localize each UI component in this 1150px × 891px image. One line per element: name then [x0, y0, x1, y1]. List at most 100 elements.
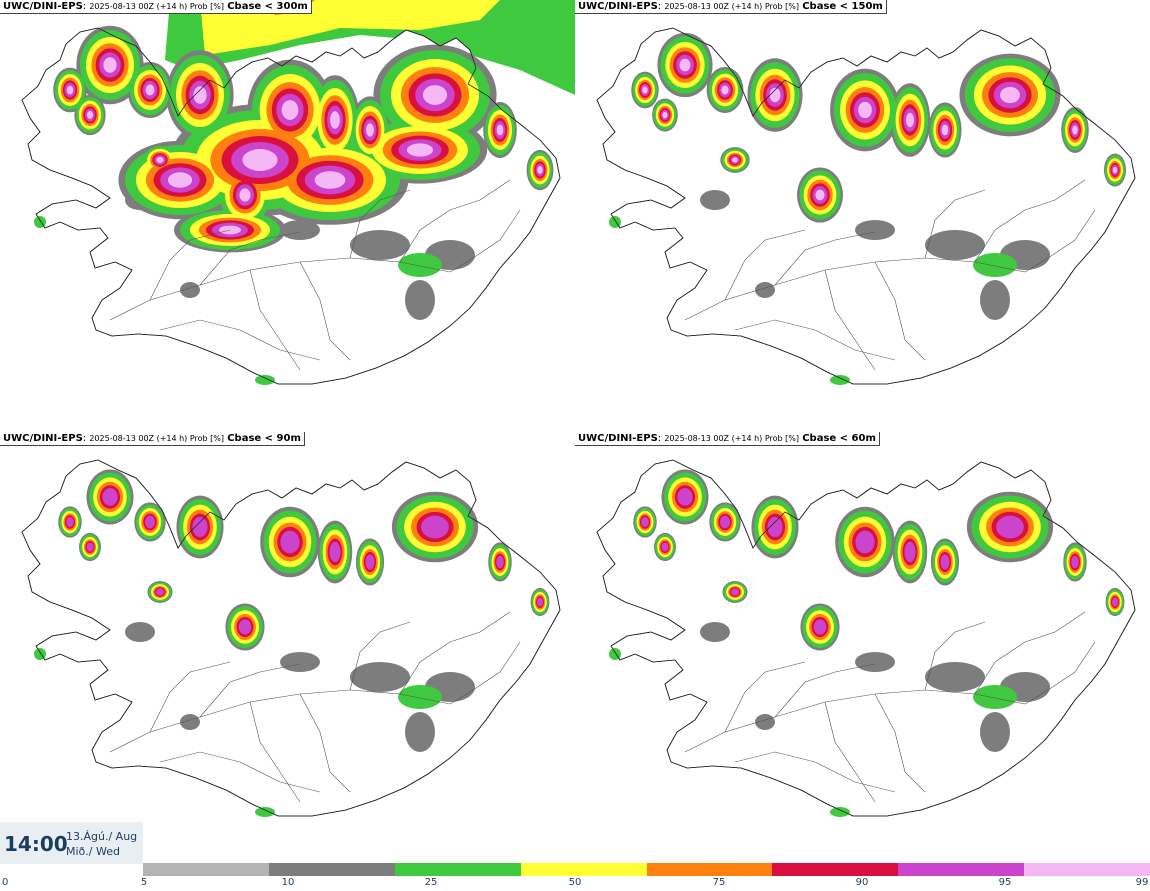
prob-region: [855, 530, 875, 554]
prob-region: [1072, 125, 1078, 135]
color-legend-bar: [143, 863, 1150, 876]
prob-region: [677, 488, 693, 506]
prob-region: [996, 515, 1024, 539]
boundary-line: [824, 701, 876, 803]
boundary-line: [109, 257, 451, 321]
legend-tick-label: 99: [1135, 877, 1149, 888]
boundary-line: [109, 689, 451, 753]
model-name: UWC/DINI-EPS: [578, 433, 658, 444]
prob-region: [769, 87, 781, 103]
prob-region: [66, 516, 74, 528]
prob-region: [238, 619, 252, 635]
prob-region: [281, 100, 299, 120]
boundary-line: [199, 663, 301, 718]
panel-header: UWC/DINI-EPS: 2025-08-13 00Z (+14 h) Pro…: [0, 432, 305, 446]
prob-region: [700, 622, 730, 642]
prob-region: [536, 597, 544, 607]
boundary-line: [159, 751, 321, 793]
prob-region: [365, 554, 375, 570]
prob-region: [855, 220, 895, 240]
boundary-line: [734, 751, 896, 793]
coastline-overlay: [596, 459, 1136, 817]
boundary-line: [974, 179, 1086, 263]
prob-region: [366, 123, 374, 137]
boundary-line: [299, 693, 351, 793]
prob-region: [813, 619, 827, 635]
boundary-line: [159, 319, 321, 361]
prob-region: [86, 542, 94, 552]
map-panel-90m: UWC/DINI-EPS: 2025-08-13 00Z (+14 h) Pro…: [0, 432, 575, 862]
prob-region: [421, 515, 449, 539]
prob-region: [86, 111, 94, 119]
panel-header: UWC/DINI-EPS: 2025-08-13 00Z (+14 h) Pro…: [575, 0, 887, 14]
prob-region: [280, 530, 300, 554]
boundary-line: [449, 209, 521, 273]
legend-tick-label: 5: [140, 877, 148, 888]
model-name: UWC/DINI-EPS: [3, 433, 83, 444]
map-panel-150m: UWC/DINI-EPS: 2025-08-13 00Z (+14 h) Pro…: [575, 0, 1150, 430]
run-info: 2025-08-13 00Z (+14 h) Prob [%]: [89, 2, 225, 11]
boundary-line: [874, 693, 926, 793]
valid-time: 14:00: [4, 832, 68, 856]
boundary-line: [774, 231, 876, 286]
coastline-overlay: [596, 27, 1136, 385]
field-label: Cbase < 90m: [227, 433, 301, 444]
valid-time-box: 14:00 13.Ágú./ Aug Mið./ Wed: [0, 822, 143, 864]
panel-header: UWC/DINI-EPS: 2025-08-13 00Z (+14 h) Pro…: [575, 432, 880, 446]
prob-region: [496, 124, 504, 136]
legend-swatch: [1024, 863, 1150, 876]
boundary-line: [299, 261, 351, 361]
legend-tick-label: 10: [281, 877, 295, 888]
prob-region: [830, 807, 850, 817]
prob-region: [700, 190, 730, 210]
panel-header: UWC/DINI-EPS: 2025-08-13 00Z (+14 h) Pro…: [0, 0, 312, 14]
prob-region: [167, 172, 193, 188]
legend-tick-label: 0: [2, 877, 9, 888]
prob-region: [405, 712, 435, 752]
prob-region: [180, 714, 200, 730]
prob-region: [755, 282, 775, 298]
prob-region: [255, 807, 275, 817]
prob-region: [815, 189, 825, 201]
map-panel-60m: UWC/DINI-EPS: 2025-08-13 00Z (+14 h) Pro…: [575, 432, 1150, 862]
prob-region: [1112, 166, 1118, 174]
prob-region: [145, 84, 155, 96]
boundary-line: [724, 229, 806, 301]
field-label: Cbase < 60m: [802, 433, 876, 444]
prob-region: [329, 541, 341, 563]
legend-swatch: [898, 863, 1025, 876]
prob-region: [422, 85, 448, 105]
boundary-line: [349, 189, 411, 259]
boundary-line: [449, 641, 521, 705]
prob-region: [398, 253, 442, 277]
prob-region: [66, 85, 74, 95]
prob-region: [904, 541, 916, 563]
prob-region: [144, 515, 156, 529]
map-60m: [596, 459, 1136, 817]
prob-region: [858, 101, 872, 119]
field-label: Cbase < 150m: [802, 1, 883, 12]
prob-region: [1111, 597, 1119, 607]
prob-region: [280, 652, 320, 672]
boundary-line: [399, 179, 511, 263]
boundary-line: [974, 611, 1086, 695]
prob-region: [941, 124, 949, 136]
map-panel-300m: UWC/DINI-EPS: 2025-08-13 00Z (+14 h) Pro…: [0, 0, 575, 430]
prob-region: [661, 542, 669, 552]
valid-weekday: Mið./ Wed: [66, 845, 120, 858]
prob-region: [496, 555, 504, 569]
legend-swatch: [394, 863, 521, 876]
field-label: Cbase < 300m: [227, 1, 308, 12]
prob-region: [103, 57, 117, 73]
prob-region: [255, 375, 275, 385]
valid-date: 13.Ágú./ Aug: [66, 830, 138, 843]
prob-region: [102, 488, 118, 506]
map-150m: [596, 27, 1136, 385]
boundary-line: [349, 621, 411, 691]
legend-tick-label: 50: [568, 877, 582, 888]
prob-region: [314, 171, 346, 189]
prob-region: [155, 588, 165, 596]
boundary-line: [1024, 209, 1096, 273]
prob-region: [192, 516, 208, 538]
boundary-line: [874, 261, 926, 361]
